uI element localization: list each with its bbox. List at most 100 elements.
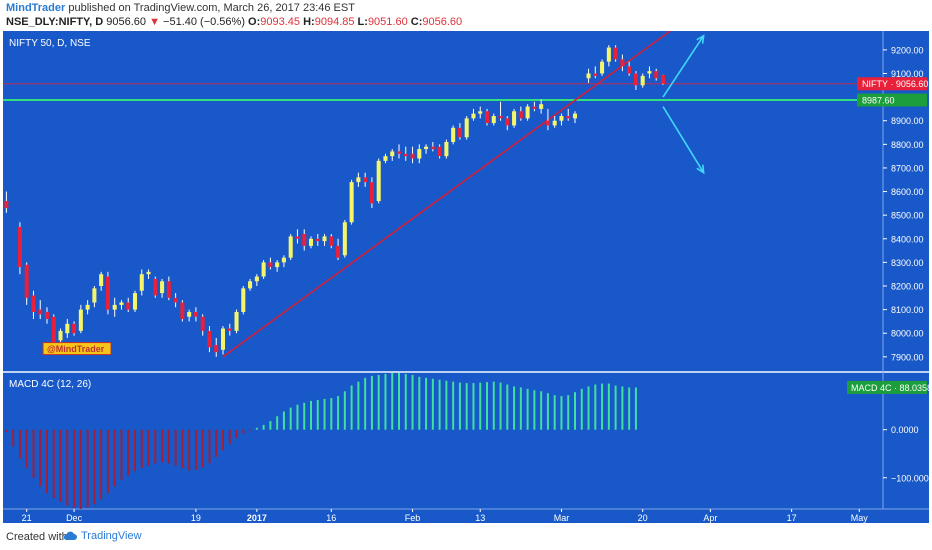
candle-body xyxy=(99,274,104,286)
time-tick-label: Apr xyxy=(703,513,717,523)
candle-body xyxy=(295,236,300,239)
candle-body xyxy=(654,71,659,79)
symbol-label: NSE_DLY:NIFTY, D xyxy=(6,16,104,28)
time-tick-label: May xyxy=(851,513,869,523)
time-tick-label: 20 xyxy=(638,513,648,523)
candle-body xyxy=(376,160,381,201)
candle-body xyxy=(220,328,226,350)
candle-body xyxy=(4,201,9,209)
price-tick-label: 8700.00 xyxy=(891,163,924,173)
author-link[interactable]: MindTrader xyxy=(6,2,66,14)
candle-body xyxy=(518,111,523,119)
time-tick-label: 21 xyxy=(22,513,32,523)
candle-body xyxy=(78,309,83,331)
cloud-icon xyxy=(63,531,77,541)
price-tick-label: 8500.00 xyxy=(891,211,924,221)
price-tag: 8987.60 xyxy=(857,93,927,107)
candle-body xyxy=(173,297,178,303)
macd-tick-label: 0.0000 xyxy=(891,425,919,435)
author-tag-bg xyxy=(42,342,112,356)
price-panel xyxy=(3,31,929,371)
projection-arrow xyxy=(662,35,705,98)
candle-body xyxy=(153,278,158,296)
candle-body xyxy=(187,311,192,317)
time-tick-label: 19 xyxy=(191,513,201,523)
candle-body xyxy=(51,316,56,348)
price-tick-label: 8000.00 xyxy=(891,329,924,339)
candle-body xyxy=(410,153,415,159)
candle-body xyxy=(139,274,144,291)
candle-body xyxy=(437,146,442,157)
candle-body xyxy=(620,59,625,67)
candle-body xyxy=(593,73,598,76)
candle-body xyxy=(606,47,611,62)
author-tag: @MindTrader xyxy=(42,342,112,356)
candle-body xyxy=(660,75,666,84)
candle-body xyxy=(119,302,124,305)
candle-body xyxy=(627,66,632,74)
candle-body xyxy=(92,288,97,303)
ohlc-info: NSE_DLY:NIFTY, D 9056.60 ▼ −51.40 (−0.56… xyxy=(6,16,462,28)
candle-body xyxy=(356,177,361,183)
candle-body xyxy=(464,118,469,138)
chart-header: MindTrader published on TradingView.com,… xyxy=(0,0,932,30)
macd-pane-title: MACD 4C (12, 26) xyxy=(9,379,91,390)
tradingview-logo[interactable]: TradingView xyxy=(62,530,142,542)
chart-area[interactable]: 7900.00 8000.00 8100.00 8200.00 8300.00 8400.… xyxy=(3,25,932,523)
created-with-text: Created with xyxy=(6,531,68,543)
time-tick-label: Feb xyxy=(405,513,421,523)
time-tick-label: 2017 xyxy=(247,513,267,523)
price-tag-bg xyxy=(857,77,927,91)
price-tick-label: 8800.00 xyxy=(891,140,924,150)
candle-body xyxy=(234,311,239,331)
price-tick-label: 8600.00 xyxy=(891,187,924,197)
price-tag-bg xyxy=(857,93,927,107)
candle-body xyxy=(342,222,347,256)
candle-body xyxy=(383,156,388,161)
candle-body xyxy=(390,151,395,157)
time-tick-label: Dec xyxy=(66,513,83,523)
price-change: −51.40 (−0.56%) xyxy=(163,16,245,28)
candle-body xyxy=(146,271,151,275)
open-value: 9093.45 xyxy=(260,16,301,28)
low-label: L: xyxy=(357,16,368,28)
last-price: 9056.60 xyxy=(106,16,147,28)
open-label: O: xyxy=(248,16,261,28)
candle-body xyxy=(349,182,354,223)
chart-svg[interactable]: 7900.00 8000.00 8100.00 8200.00 8300.00 8400.… xyxy=(3,25,932,523)
macd-tick-label: −100.0000 xyxy=(891,473,929,483)
candle-body xyxy=(72,323,77,334)
time-tick-label: 13 xyxy=(475,513,485,523)
candle-body xyxy=(363,177,368,183)
candle-body xyxy=(275,262,280,268)
candle-body xyxy=(31,295,36,312)
candle-body xyxy=(498,116,503,119)
candle-body xyxy=(38,309,43,315)
macd-tag-label: MACD 4C · 88.0358 xyxy=(851,383,929,393)
candle-body xyxy=(430,146,435,150)
candle-body xyxy=(65,323,70,334)
candle-body xyxy=(132,293,138,310)
price-tick-label: 9100.00 xyxy=(891,69,924,79)
macd-tag: MACD 4C · 88.0358 xyxy=(847,380,932,394)
candle-body xyxy=(336,245,341,258)
candle-body xyxy=(85,304,90,310)
candle-body xyxy=(417,149,422,159)
candle-body xyxy=(268,262,273,268)
candle-body xyxy=(586,73,591,79)
candle-body xyxy=(525,106,530,119)
projection-arrow xyxy=(662,106,705,174)
candle-body xyxy=(478,111,483,114)
candle-body xyxy=(193,311,198,317)
candle-body xyxy=(532,106,537,109)
price-tick-label: 8900.00 xyxy=(891,116,924,126)
price-tick-label: 8400.00 xyxy=(891,234,924,244)
candle-body xyxy=(160,281,165,294)
high-label: H: xyxy=(303,16,315,28)
time-axis xyxy=(3,509,929,523)
candle-body xyxy=(484,111,490,124)
candle-body xyxy=(600,61,605,74)
time-tick-label: Mar xyxy=(554,513,570,523)
low-value: 9051.60 xyxy=(367,16,408,28)
candle-body xyxy=(491,116,496,124)
